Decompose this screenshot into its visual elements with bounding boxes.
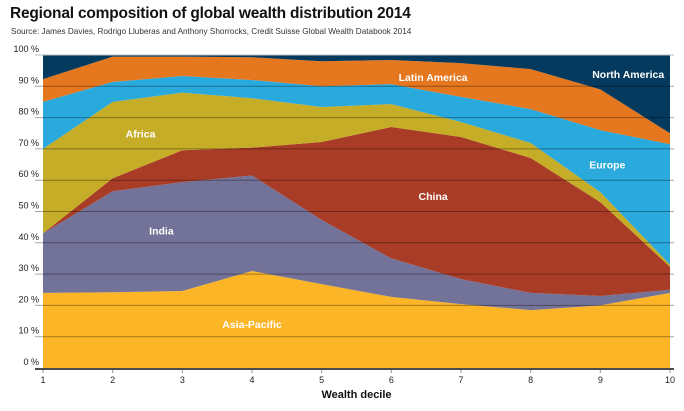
label-china: China — [419, 191, 448, 203]
label-africa: Africa — [126, 128, 156, 140]
x-axis-ticks: 1 2 3 4 5 6 7 8 9 10 — [40, 370, 675, 385]
label-europe: Europe — [589, 160, 625, 172]
gridlines — [35, 54, 674, 338]
area-china — [43, 127, 670, 296]
label-north-america: North America — [592, 69, 664, 81]
area-north-america — [43, 55, 670, 134]
x-tick-label: 10 — [665, 375, 675, 385]
x-tick-label: 6 — [389, 375, 394, 385]
y-tick-label: 30 % — [18, 263, 39, 273]
x-axis-label: Wealth decile — [321, 389, 391, 401]
y-tick-label: 90 % — [18, 75, 39, 85]
y-tick-label: 80 % — [18, 107, 39, 117]
x-tick-label: 9 — [598, 375, 603, 385]
area-india — [43, 175, 670, 311]
chart-title: Regional composition of global wealth di… — [10, 5, 411, 22]
y-tick-label: 20 % — [18, 294, 39, 304]
y-tick-label: 60 % — [18, 169, 39, 179]
x-tick-label: 8 — [528, 375, 533, 385]
chart-subtitle: Source: James Davies, Rodrigo Lluberas a… — [11, 27, 412, 36]
x-tick-label: 5 — [319, 375, 324, 385]
x-tick-label: 4 — [249, 375, 254, 385]
label-india: India — [149, 225, 174, 237]
area-africa — [43, 92, 670, 267]
area-labels: Asia-Pacific India China Africa Europe Latin … — [126, 69, 665, 331]
y-tick-label: 0 % — [23, 357, 39, 367]
y-tick-label: 50 % — [18, 201, 39, 211]
y-tick-label: 10 % — [18, 326, 39, 336]
label-asia-pacific: Asia-Pacific — [222, 319, 282, 331]
area-layer — [43, 55, 670, 368]
x-tick-label: 2 — [110, 375, 115, 385]
y-tick-label: 70 % — [18, 138, 39, 148]
y-axis-ticks: 0 % 10 % 20 % 30 % 40 % 50 % 60 % 70 % 80 % 90 % 1… — [13, 44, 39, 367]
label-latin-america: Latin America — [399, 72, 468, 84]
area-asia-pacific — [43, 271, 670, 368]
y-tick-label: 40 % — [18, 232, 39, 242]
area-europe — [43, 76, 670, 265]
x-tick-label: 3 — [180, 375, 185, 385]
y-tick-label: 100 % — [13, 44, 39, 54]
x-tick-label: 1 — [40, 375, 45, 385]
area-latin-america — [43, 56, 670, 145]
x-tick-label: 7 — [458, 375, 463, 385]
